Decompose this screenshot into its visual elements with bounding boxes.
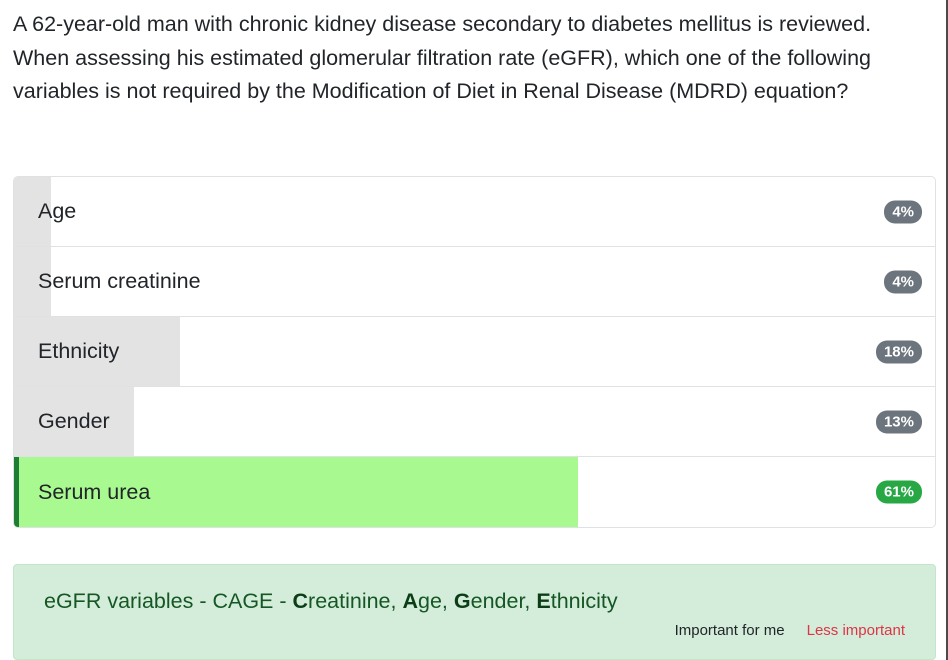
answer-label: Serum urea xyxy=(38,479,151,504)
question-text: A 62-year-old man with chronic kidney di… xyxy=(13,12,872,103)
mnemonic-rest: ender xyxy=(470,589,525,613)
answer-percent-bar xyxy=(14,317,180,386)
answer-percent-badge: 61% xyxy=(875,480,922,504)
answer-label: Serum creatinine xyxy=(38,269,201,293)
mnemonic-initial: G xyxy=(453,589,471,613)
mnemonic-initial: A xyxy=(402,589,418,613)
explanation-text: eGFR variables - CAGE - Creatinine, Age,… xyxy=(44,589,618,614)
mnemonic-separator: , xyxy=(441,589,454,613)
mnemonic-rest: ge xyxy=(418,589,442,613)
answer-percent-badge: 4% xyxy=(884,270,922,293)
answer-percent-bar xyxy=(14,177,51,246)
answer-percent-bar xyxy=(14,387,134,456)
mnemonic-initial: E xyxy=(536,589,551,613)
window-edge xyxy=(946,0,948,660)
answer-option[interactable]: Gender 13% xyxy=(14,387,935,457)
answer-label: Age xyxy=(38,199,77,223)
answer-percent-badge: 13% xyxy=(875,410,922,433)
answer-option[interactable]: Ethnicity 18% xyxy=(14,317,935,387)
answer-percent-bar xyxy=(19,457,578,527)
mnemonic-separator: , xyxy=(390,589,403,613)
answer-list: Age 4% Serum creatinine 4% Ethnicity 18%… xyxy=(13,176,936,528)
answer-percent-badge: 4% xyxy=(884,200,922,223)
answer-percent-badge: 18% xyxy=(875,340,922,363)
mnemonic-initial: C xyxy=(292,589,309,613)
mnemonic-rest: reatinine xyxy=(308,589,391,613)
answer-label: Gender xyxy=(38,409,110,433)
answer-option[interactable]: Serum creatinine 4% xyxy=(14,247,935,317)
answer-option[interactable]: Serum urea 61% xyxy=(14,457,935,527)
answer-label: Ethnicity xyxy=(38,339,120,363)
less-important-link[interactable]: Less important xyxy=(806,622,905,639)
explanation-prefix: eGFR variables - CAGE - xyxy=(44,589,293,613)
explanation-box: eGFR variables - CAGE - Creatinine, Age,… xyxy=(13,564,936,660)
answer-option[interactable]: Age 4% xyxy=(14,177,935,247)
mnemonic-separator: , xyxy=(524,589,537,613)
mnemonic-rest: thnicity xyxy=(550,589,618,613)
answer-percent-bar xyxy=(14,247,51,316)
important-for-me-link[interactable]: Important for me xyxy=(674,622,785,639)
rating-actions: Important for me Less important xyxy=(675,622,905,639)
